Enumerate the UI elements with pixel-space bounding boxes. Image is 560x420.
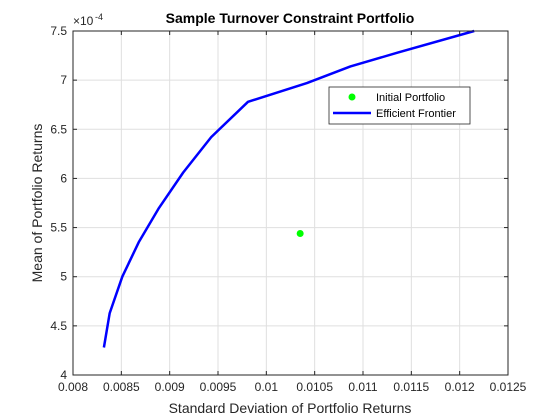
y-tick-label: 5.5 <box>50 221 67 235</box>
axes-background <box>73 31 508 375</box>
x-tick-label: 0.0105 <box>296 380 333 394</box>
x-tick-label: 0.009 <box>155 380 185 394</box>
initial-portfolio-point <box>296 229 304 237</box>
x-tick-label: 0.008 <box>58 380 88 394</box>
axes-box <box>72 30 509 376</box>
y-exponent-label: ×10 -4 <box>73 12 103 28</box>
y-exponent-power: -4 <box>95 12 103 22</box>
x-tick-label: 0.0125 <box>490 380 527 394</box>
legend-label-initial-portfolio: Initial Portfolio <box>376 92 445 104</box>
x-tick-label: 0.01 <box>255 380 279 394</box>
y-tick-label: 6 <box>60 171 67 185</box>
y-tick-label: 7.5 <box>50 24 67 38</box>
x-axis-label: Standard Deviation of Portfolio Returns <box>169 400 412 416</box>
x-tick-label: 0.0085 <box>103 380 140 394</box>
efficient-frontier-line <box>102 29 475 348</box>
y-tick-label: 6.5 <box>50 122 67 136</box>
y-tick-label: 4 <box>60 368 67 382</box>
y-tick-label: 4.5 <box>50 319 67 333</box>
x-tick-label: 0.012 <box>445 380 475 394</box>
x-tick-label: 0.0115 <box>393 380 429 394</box>
series-layer <box>102 29 475 348</box>
x-tick-label: 0.011 <box>348 380 377 394</box>
y-tick-label: 7 <box>60 73 67 87</box>
y-exponent-times: ×10 <box>73 14 94 28</box>
x-tick-label: 0.0095 <box>200 380 237 394</box>
legend-box <box>328 86 471 125</box>
chart-title: Sample Turnover Constraint Portfolio <box>166 10 415 26</box>
legend-label-efficient-frontier: Efficient Frontier <box>376 108 456 120</box>
y-axis-label: Mean of Portfolio Returns <box>29 124 45 283</box>
legend-marker-initial-portfolio <box>348 93 356 101</box>
legend: Initial Portfolio Efficient Frontier <box>328 86 471 125</box>
ticks: 0.008 0.0085 0.009 0.0095 0.01 0.0105 0.011 0.0… <box>50 24 526 394</box>
y-tick-label: 5 <box>60 270 67 284</box>
